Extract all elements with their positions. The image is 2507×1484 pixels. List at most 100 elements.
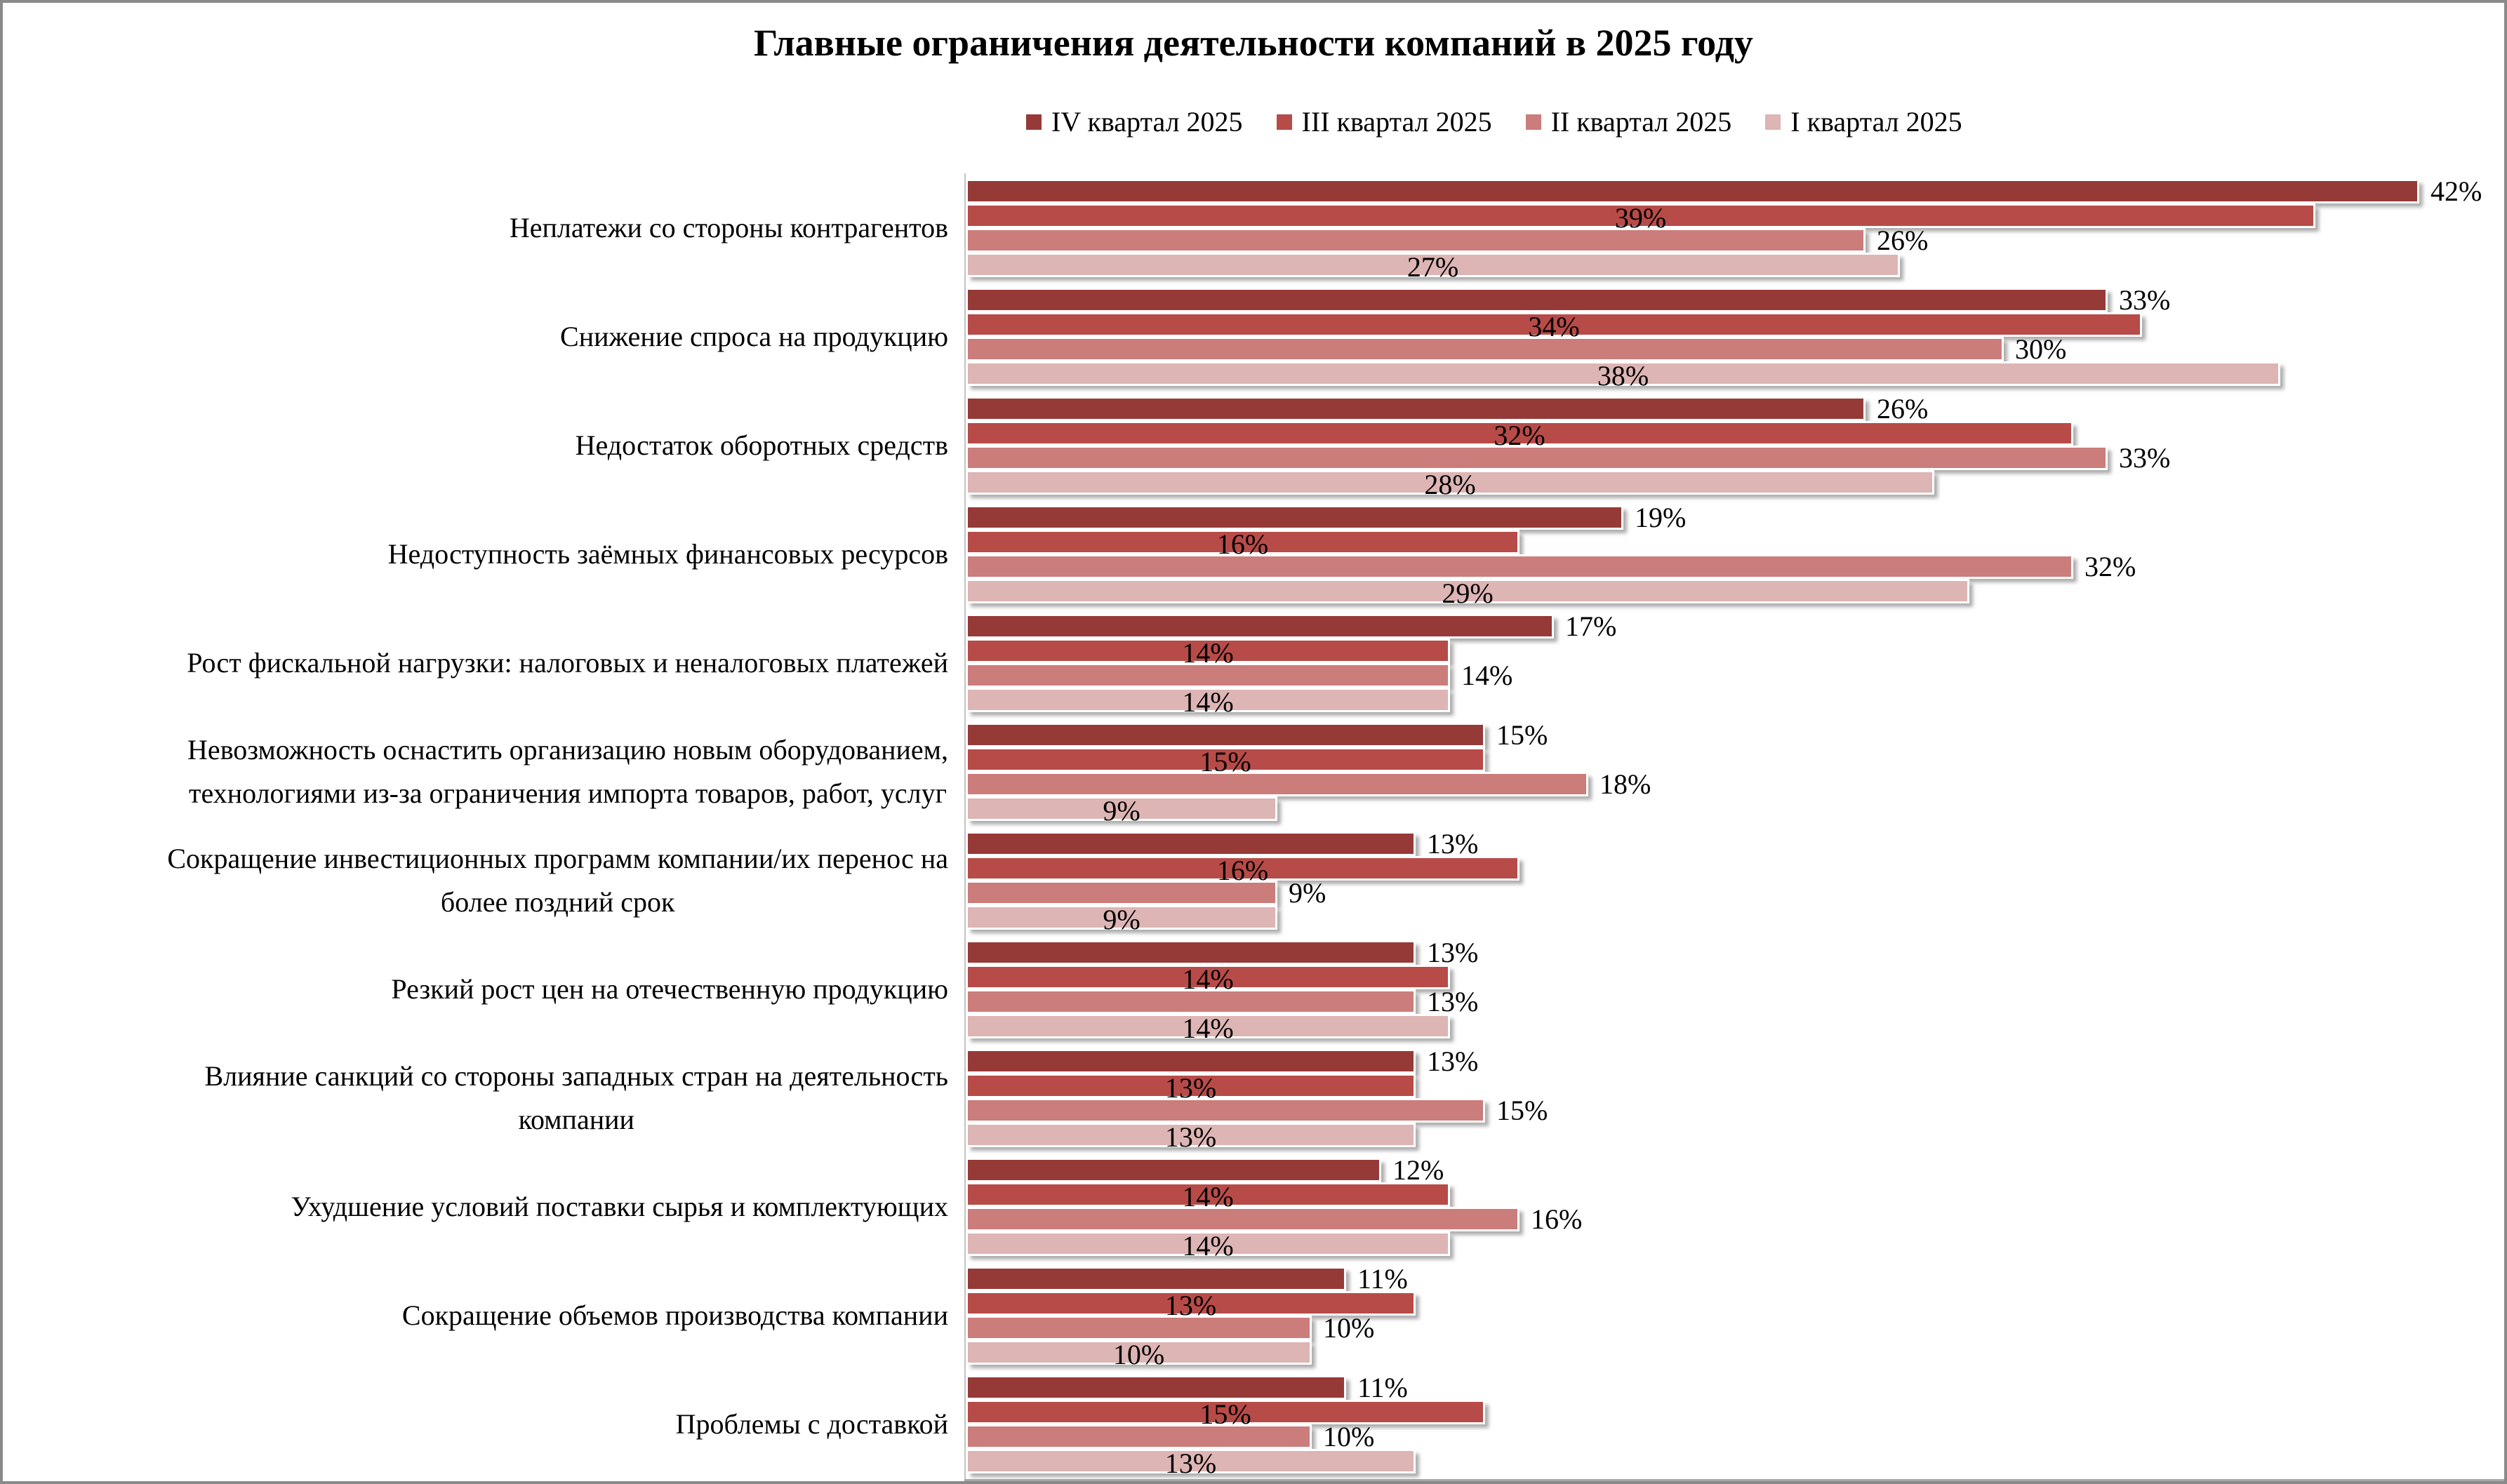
bar-line: 13% [966, 1449, 2504, 1478]
bar-line: 33% [966, 286, 2504, 314]
bar [966, 1424, 1312, 1450]
bar: 14% [966, 1181, 1450, 1213]
bar-value-label: 16% [1216, 855, 1269, 886]
bar-value-label: 29% [1442, 577, 1494, 609]
bar-group: 15% 15% 18% 9% [966, 717, 2504, 826]
bar-line: 13% [966, 828, 2504, 860]
bar-group: 17% 14% 14% 14% [966, 608, 2504, 717]
bar-value-label: 10% [1323, 1421, 1375, 1453]
bar: 9% [966, 904, 1277, 935]
bar: 15% [966, 1400, 1485, 1429]
bar-value-label: 13% [1427, 937, 1479, 969]
bar-line: 9% [966, 796, 2504, 824]
category-label: Невозможность оснастить организацию новы… [187, 733, 948, 809]
bar-line: 15% [966, 721, 2504, 749]
bar [966, 1098, 1485, 1123]
bar-line: 11% [966, 1263, 2504, 1295]
legend-item: III квартал 2025 [1276, 105, 1492, 138]
bar [966, 445, 2108, 470]
bar-value-label: 26% [1877, 224, 1929, 256]
bar-line: 39% [966, 203, 2504, 232]
bar-value-label: 38% [1597, 359, 1649, 392]
bar: 13% [966, 1290, 1416, 1322]
bar [966, 881, 1277, 905]
bar-line: 14% [966, 661, 2504, 689]
bar-value-label: 14% [1182, 1230, 1234, 1262]
bar-line: 15% [966, 1097, 2504, 1125]
bar-line: 17% [966, 612, 2504, 640]
bar-value-label: 13% [1164, 1290, 1217, 1322]
bar [966, 227, 1866, 253]
bar: 14% [966, 965, 1450, 994]
category-label: Недоступность заёмных финансовых ресурсо… [387, 537, 948, 570]
bar: 13% [966, 1449, 1416, 1478]
bar-line: 18% [966, 770, 2504, 798]
bar: 16% [966, 855, 1520, 886]
bar-line: 19% [966, 501, 2504, 533]
bar-group: 11% 15% 10% 13% [966, 1370, 2504, 1479]
bar-value-label: 27% [1407, 250, 1459, 283]
bar-value-label: 42% [2430, 175, 2482, 207]
bar-value-label: 14% [1182, 1181, 1234, 1213]
bar-line: 15% [966, 1400, 2504, 1429]
bar-line: 12% [966, 1156, 2504, 1184]
bar-group: 19% 16% 32% 29% [966, 500, 2504, 609]
bar-value-label: 13% [1427, 828, 1479, 860]
bar-value-label: 14% [1182, 636, 1234, 669]
legend-label: II квартал 2025 [1550, 106, 1732, 138]
bar-line: 16% [966, 529, 2504, 558]
bar [966, 1207, 1520, 1232]
legend-swatch [1765, 114, 1781, 130]
bar [966, 1158, 1381, 1183]
bar [966, 613, 1554, 639]
bar-line: 30% [966, 335, 2504, 363]
bar-value-label: 9% [1103, 904, 1141, 935]
plot-area: 42% 39% 26% 27% 33% 34% 30% 38% 26% 32% 33% 28% 19% 1… [966, 173, 2504, 1479]
bar-value-label: 26% [1877, 392, 1929, 425]
bar-line: 10% [966, 1312, 2504, 1344]
bar [966, 662, 1450, 688]
bar-line: 42% [966, 175, 2504, 207]
bar-line: 13% [966, 1123, 2504, 1151]
bar-line: 26% [966, 392, 2504, 425]
bar: 38% [966, 359, 2280, 392]
bar-value-label: 33% [2119, 441, 2171, 474]
bar-line: 10% [966, 1340, 2504, 1369]
bar-line: 13% [966, 988, 2504, 1016]
bar-line: 14% [966, 1181, 2504, 1213]
bar-line: 13% [966, 1074, 2504, 1102]
bar-value-label: 16% [1531, 1203, 1583, 1236]
category-label: Неплатежи со стороны контрагентов [509, 211, 948, 243]
bar-value-label: 32% [1494, 419, 1545, 451]
bar: 15% [966, 747, 1485, 775]
legend-swatch [1026, 114, 1042, 130]
category-label: Сокращение инвестиционных программ компа… [167, 843, 948, 918]
bar-group: 13% 16% 9% 9% [966, 826, 2504, 935]
bar-line: 15% [966, 747, 2504, 775]
bar: 27% [966, 250, 1900, 283]
bar [966, 1049, 1416, 1074]
bar: 39% [966, 203, 2315, 232]
legend: IV квартал 2025 III квартал 2025 II кварта… [1026, 105, 1962, 138]
bar-line: 11% [966, 1374, 2504, 1402]
category-label: Ухудшение условий поставки сырья и компл… [291, 1191, 948, 1223]
bar: 13% [966, 1123, 1416, 1151]
bar-line: 9% [966, 879, 2504, 907]
bar: 13% [966, 1074, 1416, 1102]
bar-value-label: 28% [1424, 468, 1476, 500]
bar [966, 989, 1416, 1015]
bar-line: 33% [966, 441, 2504, 474]
bar-value-label: 14% [1182, 1012, 1234, 1045]
bar-value-label: 11% [1357, 1263, 1408, 1295]
bar [966, 771, 1588, 796]
bar-line: 13% [966, 1290, 2504, 1322]
bar-value-label: 10% [1323, 1312, 1375, 1344]
chart-title: Главные ограничения деятельности компани… [754, 22, 1753, 64]
bar-value-label: 32% [2084, 550, 2136, 582]
category-axis-labels: Неплатежи со стороны контрагентов Снижени… [10, 173, 948, 1479]
bar: 14% [966, 636, 1450, 669]
bar: 14% [966, 687, 1450, 716]
bar-value-label: 19% [1635, 501, 1687, 533]
bar-line: 38% [966, 359, 2504, 392]
bar-line: 32% [966, 419, 2504, 451]
